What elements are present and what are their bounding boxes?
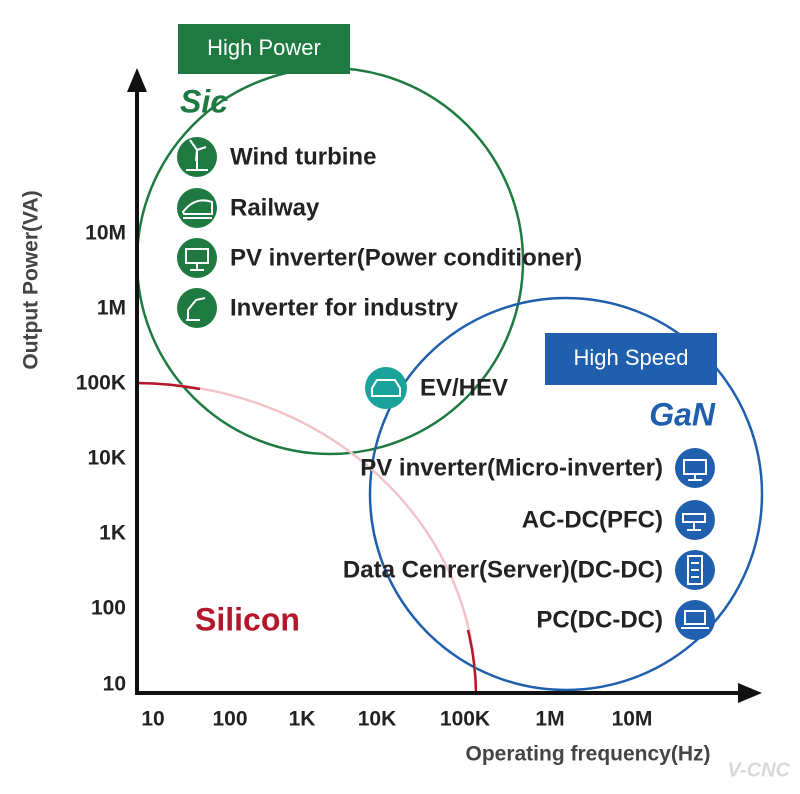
- gan-name: GaN: [649, 396, 716, 432]
- silicon-arc-end: [466, 629, 478, 694]
- y-ticks: 10M 1M 100K 10K 1K 100 10: [76, 222, 126, 696]
- y-tick: 10M: [85, 222, 126, 245]
- gan-badge: [545, 333, 717, 385]
- ev-item: EV/HEV: [420, 374, 508, 401]
- silicon-label: Silicon: [195, 601, 300, 637]
- sic-item: Wind turbine: [230, 143, 376, 170]
- gan-item: AC-DC(PFC): [522, 506, 663, 533]
- x-arrow: [738, 683, 762, 703]
- y-axis-title: Output Power(VA): [20, 190, 43, 369]
- sic-items: Wind turbine Railway PV inverter(Power c…: [230, 143, 582, 321]
- y-tick: 1M: [97, 297, 126, 320]
- y-tick: 1K: [99, 522, 126, 545]
- y-tick: 10K: [87, 447, 126, 470]
- icon: [177, 238, 217, 278]
- sic-item: Railway: [230, 194, 320, 221]
- gan-item: PV inverter(Micro-inverter): [360, 454, 663, 481]
- sic-glyphs: [181, 139, 213, 321]
- x-tick: 1M: [535, 708, 564, 731]
- gan-badge-text: High Speed: [574, 345, 689, 370]
- sic-name: Sic: [180, 83, 228, 119]
- icon: [675, 500, 715, 540]
- y-tick: 10: [103, 673, 126, 696]
- sic-badge: [178, 24, 350, 74]
- x-axis-title: Operating frequency(Hz): [465, 743, 710, 766]
- x-tick: 10K: [358, 708, 397, 731]
- sic-badge-text: High Power: [207, 35, 321, 60]
- y-tick: 100K: [76, 372, 126, 395]
- x-tick: 1K: [289, 708, 316, 731]
- x-tick: 10M: [612, 708, 653, 731]
- x-ticks: 10 100 1K 10K 100K 1M 10M: [141, 708, 652, 731]
- silicon-arc-start: [136, 381, 201, 391]
- gan-glyphs: [681, 459, 709, 629]
- ev-icon: [365, 367, 407, 409]
- x-tick: 100: [212, 708, 247, 731]
- sic-item: PV inverter(Power conditioner): [230, 244, 582, 271]
- y-arrow: [127, 68, 147, 92]
- silicon-arc: [136, 381, 478, 694]
- icon: [177, 288, 217, 328]
- icon: [675, 448, 715, 488]
- gan-items: PV inverter(Micro-inverter) AC-DC(PFC) D…: [343, 454, 663, 633]
- gan-item: PC(DC-DC): [536, 606, 663, 633]
- gan-circle: [368, 296, 764, 692]
- icon: [675, 600, 715, 640]
- y-tick: 100: [91, 597, 126, 620]
- ev-glyph: [371, 379, 401, 397]
- x-tick: 100K: [440, 708, 490, 731]
- watermark: V-CNC: [727, 759, 790, 781]
- x-tick: 10: [141, 708, 164, 731]
- gan-item: Data Cenrer(Server)(DC-DC): [343, 556, 663, 583]
- sic-item: Inverter for industry: [230, 294, 459, 321]
